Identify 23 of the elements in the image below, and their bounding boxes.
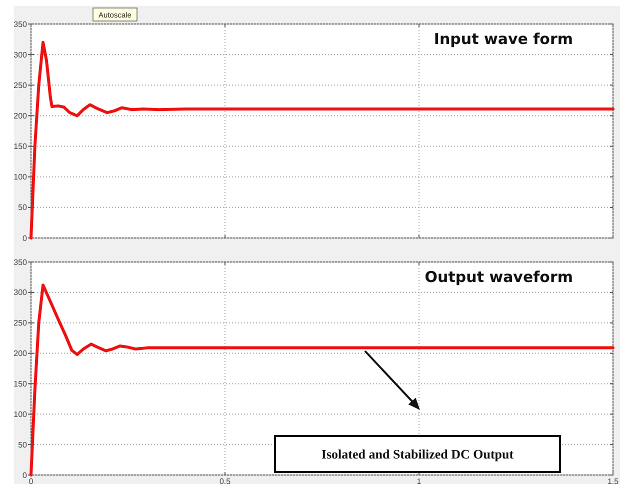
x-tick-label: 1.5 bbox=[607, 477, 620, 486]
annotation: Isolated and Stabilized DC Output bbox=[321, 446, 514, 462]
y-tick-label: 150 bbox=[14, 142, 28, 152]
y-tick-label: 200 bbox=[14, 112, 28, 121]
y-tick-label: 150 bbox=[14, 380, 28, 389]
y-tick-label: 250 bbox=[14, 318, 28, 328]
y-tick-label: 50 bbox=[18, 440, 28, 450]
y-tick-label: 350 bbox=[14, 258, 28, 267]
y-tick-label: 250 bbox=[14, 80, 28, 90]
chart-title: Input wave form bbox=[434, 30, 573, 48]
y-tick-label: 50 bbox=[18, 203, 28, 212]
x-tick-label: 0 bbox=[28, 477, 34, 486]
y-tick-label: 200 bbox=[14, 349, 28, 358]
y-tick-label: 0 bbox=[22, 470, 28, 480]
y-tick-label: 300 bbox=[14, 288, 28, 298]
chart-title: Output waveform bbox=[424, 268, 573, 286]
x-tick-label: 1 bbox=[416, 477, 422, 486]
y-tick-label: 100 bbox=[14, 172, 28, 182]
y-tick-label: 300 bbox=[14, 50, 28, 60]
y-tick-label: 350 bbox=[14, 20, 28, 29]
y-tick-label: 0 bbox=[22, 234, 28, 243]
y-tick-label: 100 bbox=[14, 410, 28, 419]
x-tick-label: 0.5 bbox=[219, 477, 232, 486]
